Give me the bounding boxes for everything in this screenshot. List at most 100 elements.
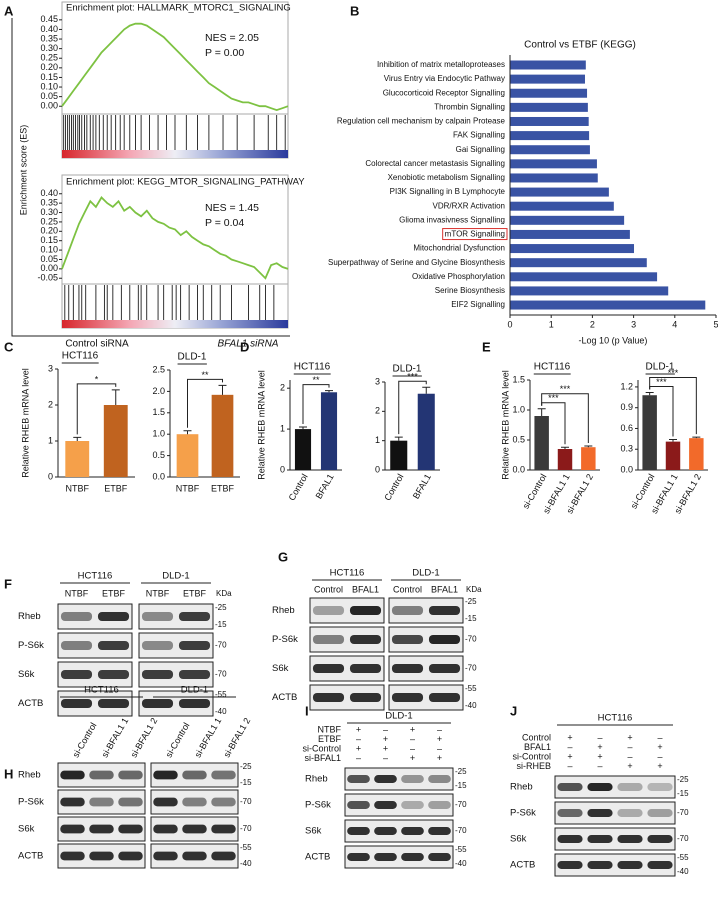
kda-marker: -70 — [215, 670, 227, 679]
condition-sign: – — [356, 734, 361, 744]
band — [89, 797, 114, 807]
band — [178, 641, 211, 650]
category-label: Virus Entry via Endocytic Pathway — [384, 74, 505, 83]
panel-letter: J — [510, 703, 517, 718]
kda-marker: -25 — [465, 597, 477, 606]
bar — [510, 88, 588, 98]
row-label: S6k — [18, 824, 35, 835]
condition-sign: – — [437, 743, 442, 753]
condition-sign: + — [657, 761, 662, 771]
category-label: Glucocorticoid Receptor Signalling — [383, 88, 505, 97]
x-label: Control siRNA — [65, 339, 129, 350]
band — [349, 606, 382, 615]
category-label: Regulation cell mechanism by calpain Pro… — [337, 117, 506, 126]
condition-sign: + — [410, 724, 415, 734]
band — [401, 853, 424, 861]
rank-colorbar — [62, 320, 288, 328]
panel-letter: A — [4, 3, 14, 18]
condition-sign: + — [383, 734, 388, 744]
x-tick-label: 3 — [631, 319, 636, 329]
band — [312, 664, 345, 673]
error-bar — [111, 389, 120, 405]
category-label: Thrombin Signalling — [434, 102, 505, 111]
kda-marker: -25 — [240, 762, 252, 771]
lane-label: si-BFAL1 2 — [222, 716, 253, 759]
band — [401, 827, 424, 835]
y-tick-label: 3 — [375, 376, 380, 386]
band — [141, 612, 174, 621]
y-tick-label: 0.0 — [620, 464, 633, 474]
y-tick-label: 1.0 — [152, 429, 165, 439]
kda-marker: -55 — [240, 843, 252, 852]
category-label: Serine Biosynthesis — [435, 286, 505, 295]
band — [178, 612, 211, 621]
blot-box — [344, 793, 454, 817]
kda-marker: -25 — [455, 767, 467, 776]
blot-box — [554, 827, 676, 851]
annotation: P = 0.04 — [205, 217, 244, 229]
band — [391, 635, 424, 644]
blot-box — [554, 775, 676, 799]
significance-label: *** — [560, 384, 571, 394]
bar — [581, 447, 596, 470]
y-tick-label: 0.5 — [152, 450, 165, 460]
band — [141, 699, 174, 708]
x-tick-label: NTBF — [66, 483, 90, 493]
significance-bracket — [541, 393, 589, 443]
band — [312, 606, 345, 615]
band — [428, 853, 451, 861]
category-label: FAK Signalling — [453, 131, 505, 140]
band — [428, 693, 461, 702]
blot-box — [344, 845, 454, 869]
x-tick-label: NTBF — [176, 483, 200, 493]
y-tick-label: 0 — [48, 471, 53, 481]
x-tick-label: BFAL1 — [411, 472, 433, 500]
condition-label: BFAL1 — [524, 742, 551, 752]
lane-label: NTBF — [65, 588, 89, 598]
blot-header: HCT116 — [330, 568, 365, 579]
condition-sign: – — [383, 753, 388, 763]
x-label: BFAL1 siRNA — [218, 339, 279, 350]
category-label: mTOR Signalling — [445, 230, 505, 239]
lane-label: si-BFAL1 1 — [193, 716, 224, 759]
y-tick-label: 0.15 — [40, 235, 58, 245]
y-tick-label: 2 — [280, 383, 285, 393]
bar — [642, 395, 657, 470]
row-label: P-S6k — [305, 800, 331, 811]
kda-marker: -15 — [215, 620, 227, 629]
bar — [510, 60, 586, 70]
error-bar — [325, 390, 333, 393]
band — [312, 635, 345, 644]
lane-label: si-Control — [164, 721, 192, 759]
band — [118, 851, 143, 861]
band — [178, 699, 211, 708]
kda-marker: -70 — [455, 826, 467, 835]
annotation: NES = 2.05 — [205, 32, 259, 44]
band — [60, 770, 85, 780]
kda-label: KDa — [466, 585, 482, 594]
error-bar — [537, 408, 546, 416]
band — [97, 641, 130, 650]
annotation: NES = 1.45 — [205, 202, 259, 214]
band — [89, 824, 114, 834]
panel-letter: C — [4, 339, 14, 354]
condition-sign: – — [597, 761, 602, 771]
band — [647, 835, 673, 843]
band — [647, 783, 673, 791]
kda-marker: -40 — [215, 707, 227, 716]
kda-marker: -70 — [465, 664, 477, 673]
y-tick-label: 1.5 — [512, 374, 525, 384]
condition-label: ETBF — [318, 734, 342, 744]
band — [182, 851, 207, 861]
category-label: Oxidative Phosphorylation — [412, 272, 505, 281]
band — [557, 861, 583, 869]
category-label: EIF2 Signalling — [451, 300, 505, 309]
significance-label: ** — [201, 370, 209, 380]
blot-box — [138, 603, 214, 630]
row-label: ACTB — [510, 860, 535, 871]
bar — [417, 393, 435, 470]
blot-header: HCT116 — [78, 571, 113, 582]
band — [211, 797, 236, 807]
significance-label: *** — [407, 372, 418, 382]
error-bar — [73, 436, 82, 441]
